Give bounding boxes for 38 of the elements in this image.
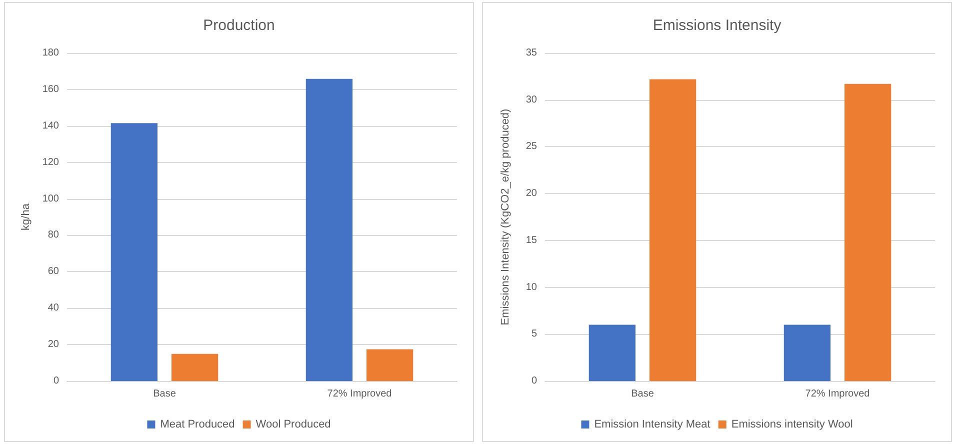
bar <box>784 324 831 381</box>
x-tick-label: Base <box>153 388 176 400</box>
y-axis-title: kg/ha <box>20 202 32 230</box>
x-tick-label: Base <box>631 388 654 400</box>
chart-title: Emissions Intensity <box>652 17 782 34</box>
bar <box>171 354 218 381</box>
bar <box>110 123 158 381</box>
y-axis-title: Emissions Intensity (KgCO2_e/kg produced) <box>500 108 512 326</box>
y-tick-label: 10 <box>526 282 538 293</box>
y-tick-label: 60 <box>48 266 60 278</box>
y-tick-label: 0 <box>53 376 60 386</box>
y-tick-label: 25 <box>526 141 538 152</box>
legend-label: Emission Intensity Meat <box>594 418 710 430</box>
y-tick-label: 100 <box>42 193 60 204</box>
y-tick-label: 15 <box>526 234 538 246</box>
chart-title: Production <box>203 17 275 34</box>
legend-label: Meat Produced <box>160 418 235 430</box>
y-tick-label: 160 <box>42 84 60 95</box>
y-tick-label: 5 <box>531 328 538 340</box>
y-tick-label: 80 <box>48 230 60 241</box>
y-tick-label: 180 <box>42 48 60 58</box>
y-tick-label: 40 <box>48 302 60 314</box>
bar <box>366 349 414 381</box>
y-tick-label: 0 <box>531 376 538 386</box>
y-tick-label: 140 <box>42 120 60 132</box>
bar <box>306 78 353 381</box>
bar <box>649 79 696 381</box>
bar <box>844 84 892 381</box>
y-tick-label: 20 <box>48 339 60 350</box>
y-tick-label: 30 <box>526 94 538 106</box>
x-tick-label: 72% Improved <box>805 388 870 400</box>
legend-label: Wool Produced <box>256 418 331 430</box>
legend-label: Emissions intensity Wool <box>731 418 853 430</box>
x-tick-label: 72% Improved <box>327 388 392 400</box>
y-tick-label: 35 <box>526 48 538 58</box>
y-tick-label: 120 <box>42 156 60 168</box>
y-tick-label: 20 <box>526 188 538 200</box>
bar <box>588 324 636 381</box>
